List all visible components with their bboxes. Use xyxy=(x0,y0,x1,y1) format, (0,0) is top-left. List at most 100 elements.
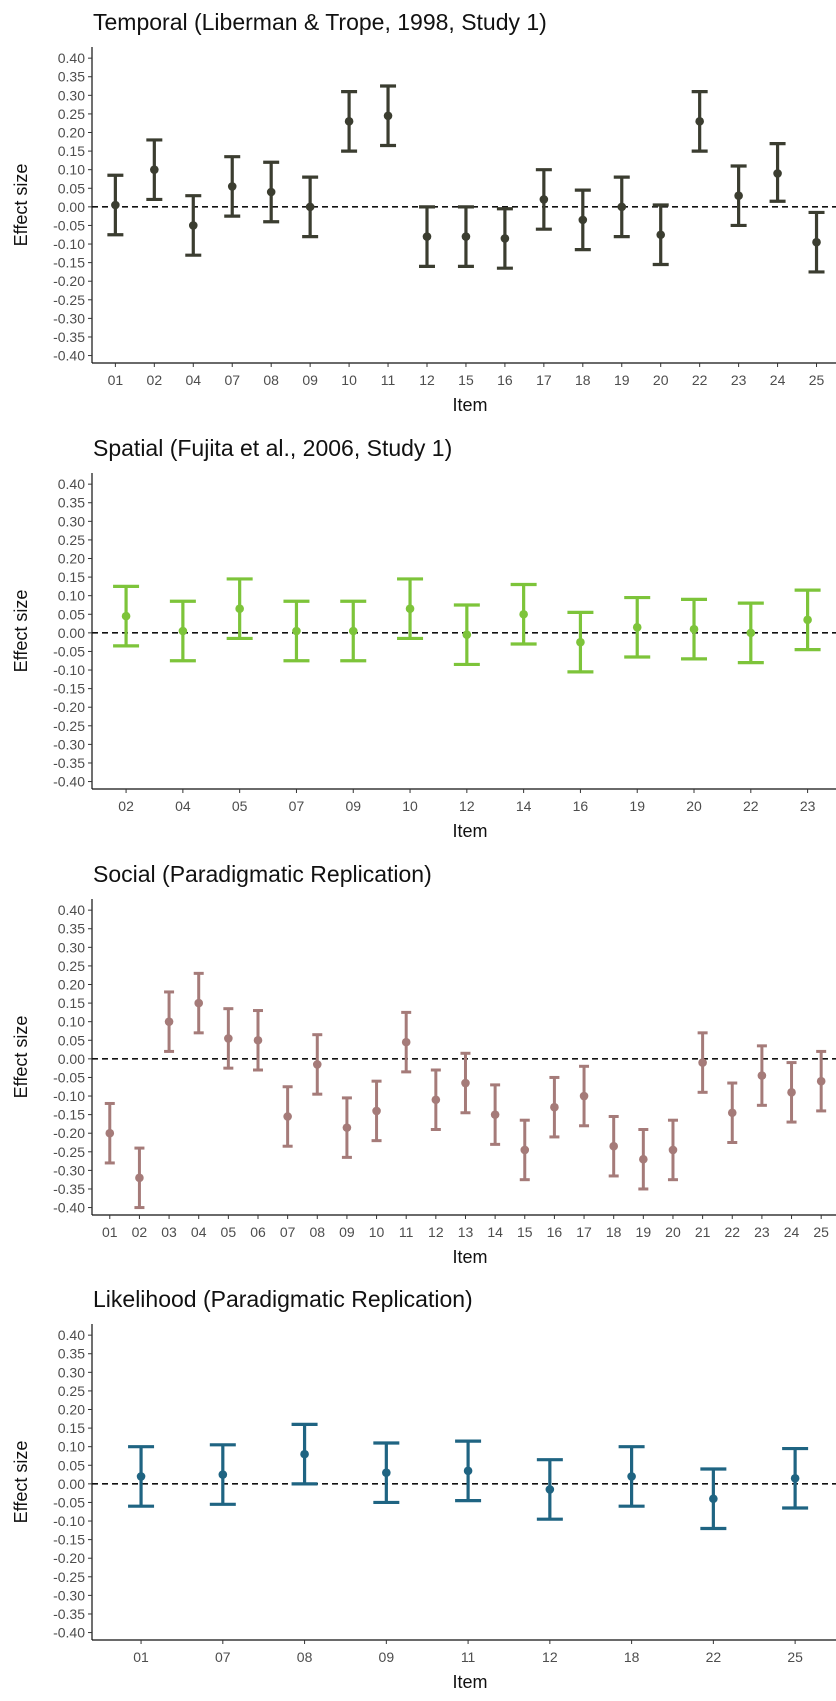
data-point xyxy=(812,237,821,247)
chart-title: Social (Paradigmatic Replication) xyxy=(93,861,432,887)
data-point xyxy=(545,1485,555,1494)
y-tick-label: -0.30 xyxy=(53,310,85,326)
x-tick-label: 24 xyxy=(770,372,786,388)
data-point xyxy=(746,628,756,638)
x-tick-label: 09 xyxy=(302,372,318,388)
plot-area: 0.40 0.35 0.30 0.25 0.20 0.15 0.10 0.05 0.00 -0.0… xyxy=(53,899,836,1240)
x-tick-label: 17 xyxy=(536,372,552,388)
x-tick-label: 25 xyxy=(813,1224,829,1240)
y-tick-label: 0.35 xyxy=(58,921,85,937)
x-tick-label: 25 xyxy=(787,1649,803,1665)
x-tick-label: 16 xyxy=(573,798,589,814)
x-tick-label: 07 xyxy=(215,1649,231,1665)
y-tick-label: 0.40 xyxy=(58,902,85,918)
y-tick-label: -0.10 xyxy=(53,1513,85,1529)
data-point xyxy=(422,232,432,241)
y-tick-label: -0.25 xyxy=(53,1569,85,1585)
x-tick-label: 10 xyxy=(369,1224,385,1240)
y-tick-label: 0.00 xyxy=(58,199,85,215)
x-tick-label: 20 xyxy=(665,1224,681,1240)
y-tick-label: -0.25 xyxy=(53,1144,85,1160)
x-tick-label: 08 xyxy=(297,1649,313,1665)
x-tick-label: 16 xyxy=(547,1224,563,1240)
x-tick-label: 22 xyxy=(692,372,708,388)
data-point xyxy=(227,182,237,191)
x-tick-label: 05 xyxy=(232,798,248,814)
y-tick-label: 0.20 xyxy=(58,1402,85,1418)
data-point xyxy=(790,1473,800,1483)
y-tick-label: 0.10 xyxy=(58,1439,85,1455)
data-point xyxy=(639,1154,648,1164)
y-tick-label: 0.30 xyxy=(58,513,85,529)
data-point xyxy=(656,230,666,240)
y-tick-label: -0.10 xyxy=(53,662,85,678)
y-tick-label: -0.20 xyxy=(53,699,85,715)
data-point xyxy=(136,1472,146,1481)
data-point xyxy=(462,630,472,640)
x-tick-label: 04 xyxy=(191,1224,207,1240)
x-tick-label: 10 xyxy=(402,798,418,814)
data-point xyxy=(461,232,471,241)
data-point xyxy=(224,1034,233,1043)
x-tick-label: 22 xyxy=(724,1224,740,1240)
data-point xyxy=(578,215,588,225)
x-tick-label: 12 xyxy=(428,1224,444,1240)
data-point xyxy=(627,1472,636,1481)
y-tick-label: 0.00 xyxy=(58,1476,85,1492)
x-tick-label: 03 xyxy=(161,1224,177,1240)
data-point xyxy=(500,234,510,243)
x-tick-label: 22 xyxy=(743,798,759,814)
y-tick-label: 0.40 xyxy=(58,1327,85,1343)
y-tick-label: 0.35 xyxy=(58,69,85,85)
y-tick-label: 0.20 xyxy=(58,977,85,993)
y-tick-label: -0.15 xyxy=(53,255,85,271)
x-tick-label: 02 xyxy=(132,1224,148,1240)
x-tick-label: 15 xyxy=(458,372,474,388)
y-tick-label: -0.15 xyxy=(53,1532,85,1548)
data-point xyxy=(300,1449,309,1459)
x-tick-label: 18 xyxy=(606,1224,622,1240)
data-point xyxy=(372,1106,381,1116)
y-tick-label: -0.05 xyxy=(53,217,85,233)
data-point xyxy=(816,1076,826,1086)
y-tick-label: 0.25 xyxy=(58,1383,85,1399)
y-axis-label: Effect size xyxy=(11,164,31,247)
x-axis-label: Item xyxy=(452,395,487,415)
y-tick-label: 0.40 xyxy=(58,50,85,66)
y-tick-label: 0.35 xyxy=(58,1346,85,1362)
plot-area: 0.40 0.35 0.30 0.25 0.20 0.15 0.10 0.05 0.00 -0.0… xyxy=(53,1324,836,1665)
data-point xyxy=(405,604,415,613)
x-tick-label: 04 xyxy=(185,372,201,388)
y-tick-label: -0.40 xyxy=(53,1200,85,1216)
y-tick-label: 0.35 xyxy=(58,495,85,511)
x-tick-label: 11 xyxy=(461,1649,476,1665)
y-tick-label: 0.25 xyxy=(58,532,85,548)
chart-panel-likelihood: Likelihood (Paradigmatic Replication) It… xyxy=(0,1277,836,1701)
y-tick-label: -0.30 xyxy=(53,1587,85,1603)
x-tick-label: 18 xyxy=(575,372,591,388)
x-tick-label: 19 xyxy=(614,372,630,388)
x-tick-label: 09 xyxy=(339,1224,355,1240)
data-point xyxy=(668,1145,678,1155)
data-point xyxy=(194,998,204,1008)
x-tick-label: 13 xyxy=(458,1224,474,1240)
chart-social: Social (Paradigmatic Replication) Item E… xyxy=(11,861,836,1267)
data-point xyxy=(576,637,585,647)
y-tick-label: 0.00 xyxy=(58,625,85,641)
x-tick-label: 16 xyxy=(497,372,513,388)
data-point xyxy=(519,609,528,619)
chart-title: Likelihood (Paradigmatic Replication) xyxy=(93,1286,473,1312)
y-axis-label: Effect size xyxy=(11,1016,31,1099)
x-tick-label: 23 xyxy=(800,798,816,814)
x-tick-label: 17 xyxy=(576,1224,592,1240)
y-tick-label: 0.20 xyxy=(58,551,85,567)
data-point xyxy=(235,604,244,613)
x-tick-label: 07 xyxy=(224,372,240,388)
data-point xyxy=(348,626,358,636)
data-point xyxy=(632,622,642,632)
data-point xyxy=(463,1466,473,1476)
data-point xyxy=(218,1470,228,1479)
chart-title: Spatial (Fujita et al., 2006, Study 1) xyxy=(93,435,452,461)
x-tick-label: 12 xyxy=(542,1649,558,1665)
y-tick-label: 0.25 xyxy=(58,106,85,122)
